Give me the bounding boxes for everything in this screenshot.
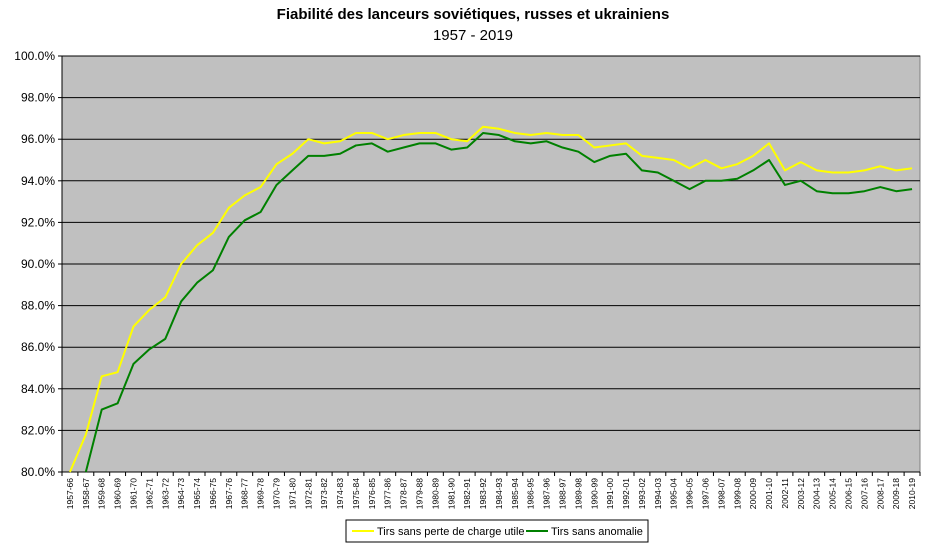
y-tick-label: 80.0% xyxy=(21,465,55,479)
series-lines xyxy=(69,125,913,473)
chart-title: Fiabilité des lanceurs soviétiques, russ… xyxy=(277,6,670,23)
x-tick-label: 2005-14 xyxy=(828,478,838,509)
x-tick-label: 1970-79 xyxy=(272,478,282,509)
x-tick-label: 1977-86 xyxy=(383,478,393,509)
x-tick-label: 1967-76 xyxy=(224,478,234,509)
x-tick-label: 2010-19 xyxy=(907,478,917,509)
x-tick-label: 1957-66 xyxy=(65,478,75,509)
x-tick-label: 1999-08 xyxy=(732,478,742,509)
y-tick-label: 86.0% xyxy=(21,340,55,354)
x-tick-label: 1988-97 xyxy=(558,478,568,509)
x-tick-label: 1990-99 xyxy=(589,478,599,509)
series-line-1 xyxy=(69,125,913,473)
y-tick-label: 98.0% xyxy=(21,91,55,105)
y-tick-label: 94.0% xyxy=(21,174,55,188)
x-tick-label: 1969-78 xyxy=(256,478,266,509)
x-tick-label: 1982-91 xyxy=(462,478,472,509)
x-tick-label: 1997-06 xyxy=(701,478,711,509)
x-tick-label: 1983-92 xyxy=(478,478,488,509)
y-tick-label: 82.0% xyxy=(21,423,55,437)
x-tick-label: 1962-71 xyxy=(144,478,154,509)
legend-label-series-2: Tirs sans anomalie xyxy=(551,526,643,538)
y-axis: 80.0% 82.0% 84.0% 86.0% 88.0% 90.0% 92.0% 94.0%… xyxy=(14,49,63,479)
y-tick-label: 90.0% xyxy=(21,257,55,271)
y-tick-label: 96.0% xyxy=(21,132,55,146)
x-tick-label: 2009-18 xyxy=(891,478,901,509)
x-tick-label: 1979-88 xyxy=(415,478,425,509)
x-tick-label: 1961-70 xyxy=(129,478,139,509)
x-tick-label: 1992-01 xyxy=(621,478,631,509)
x-tick-label: 2000-09 xyxy=(748,478,758,509)
legend-box xyxy=(345,519,649,543)
x-tick-label: 1974-83 xyxy=(335,478,345,509)
x-tick-label: 1963-72 xyxy=(160,478,170,509)
x-tick-label: 1991-00 xyxy=(605,478,615,509)
x-tick-label: 1971-80 xyxy=(287,478,297,509)
x-tick-label: 1958-67 xyxy=(81,478,91,509)
x-tick-label: 1978-87 xyxy=(399,478,409,509)
x-tick-label: 1985-94 xyxy=(510,478,520,509)
x-tick-label: 1995-04 xyxy=(669,478,679,509)
x-tick-label: 1984-93 xyxy=(494,478,504,509)
x-tick-label: 1993-02 xyxy=(637,478,647,509)
x-tick-label: 1964-73 xyxy=(176,478,186,509)
x-tick-label: 1986-95 xyxy=(526,478,536,509)
y-tick-label: 92.0% xyxy=(21,215,55,229)
x-tick-label: 1994-03 xyxy=(653,478,663,509)
x-tick-label: 2006-15 xyxy=(844,478,854,509)
x-tick-label: 1998-07 xyxy=(716,478,726,509)
x-tick-label: 1981-90 xyxy=(446,478,456,509)
x-tick-label: 1996-05 xyxy=(685,478,695,509)
x-tick-label: 1960-69 xyxy=(113,478,123,509)
x-tick-label: 1989-98 xyxy=(573,478,583,509)
x-tick-label: 2002-11 xyxy=(780,478,790,509)
x-tick-label: 1972-81 xyxy=(303,478,313,509)
x-tick-label: 1968-77 xyxy=(240,478,250,509)
y-tick-label: 100.0% xyxy=(14,49,55,63)
x-tick-label: 1987-96 xyxy=(542,478,552,509)
x-tick-label: 2001-10 xyxy=(764,478,774,509)
x-tick-label: 1976-85 xyxy=(367,478,377,509)
y-tick-label: 84.0% xyxy=(21,382,55,396)
legend: Tirs sans perte de charge utile Tirs san… xyxy=(345,519,649,543)
series-line-2 xyxy=(84,131,913,473)
x-tick-label: 1965-74 xyxy=(192,478,202,509)
x-tick-label: 1959-68 xyxy=(97,478,107,509)
x-tick-label: 1975-84 xyxy=(351,478,361,509)
x-tick-label: 2003-12 xyxy=(796,478,806,509)
x-tick-label: 1980-89 xyxy=(430,478,440,509)
x-tick-label: 2007-16 xyxy=(859,478,869,509)
x-axis: 1957-66 1958-67 1959-68 1960-69 1961-70 1962-… xyxy=(61,471,921,509)
x-tick-label: 1973-82 xyxy=(319,478,329,509)
x-tick-label: 2004-13 xyxy=(812,478,822,509)
x-tick-label: 2008-17 xyxy=(875,478,885,509)
x-tick-label: 1966-75 xyxy=(208,478,218,509)
legend-label-series-1: Tirs sans perte de charge utile xyxy=(377,526,525,538)
y-tick-label: 88.0% xyxy=(21,299,55,313)
chart-subtitle: 1957 - 2019 xyxy=(433,27,513,44)
